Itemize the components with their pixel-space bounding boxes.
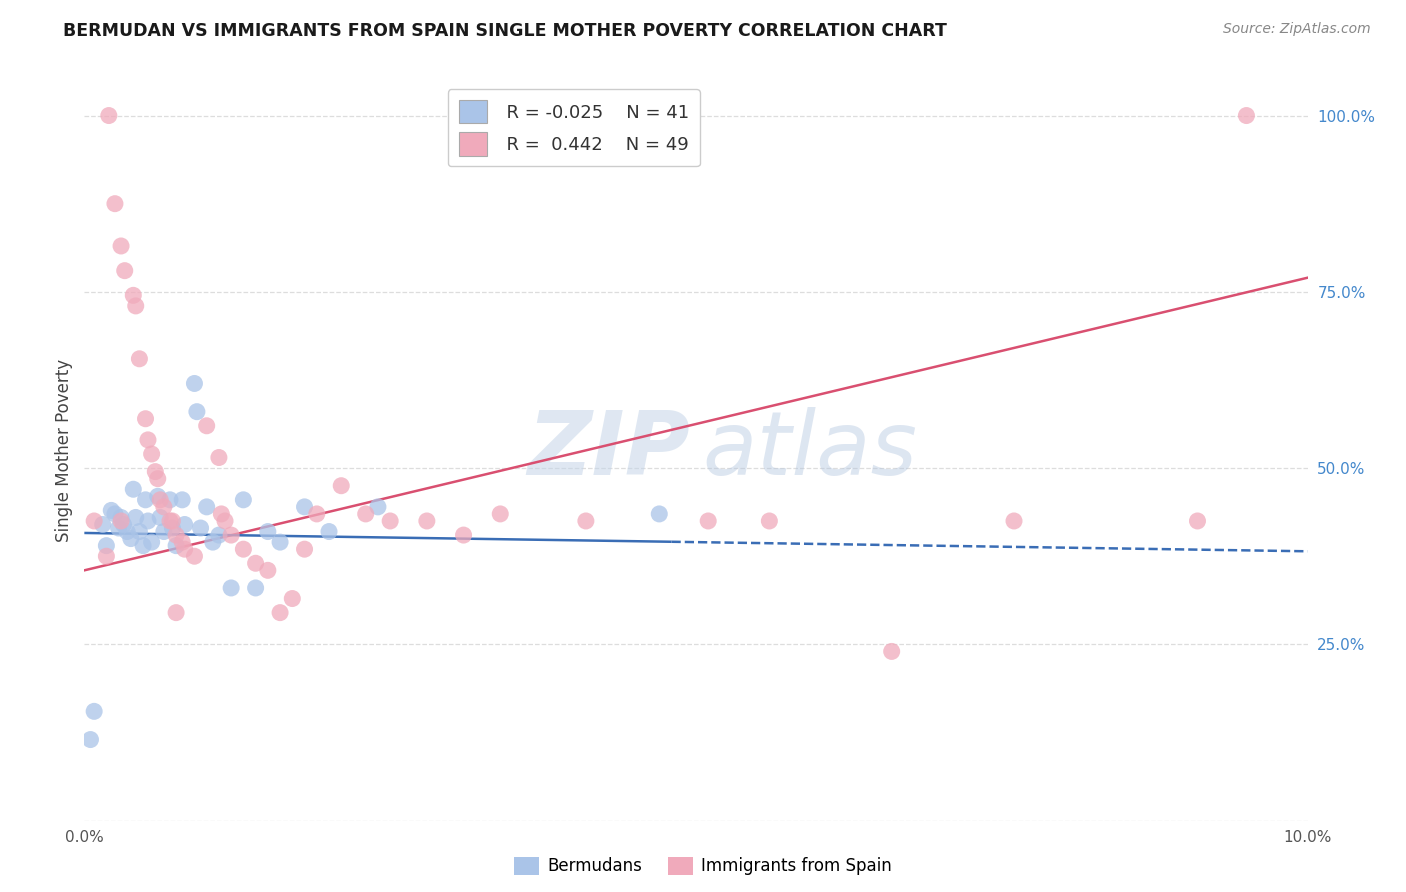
Point: [232, 492, 254, 507]
Point: [143, 465, 166, 479]
Point: [269, 535, 291, 549]
Point: [195, 418, 218, 433]
Point: [416, 514, 439, 528]
Point: [83, 514, 105, 528]
Point: [153, 524, 176, 539]
Point: [354, 507, 377, 521]
Point: [880, 644, 903, 658]
Point: [183, 376, 205, 391]
Point: [120, 532, 142, 546]
Point: [453, 528, 475, 542]
Point: [96, 539, 118, 553]
Point: [132, 539, 155, 553]
Point: [122, 288, 145, 302]
Point: [173, 542, 195, 557]
Point: [110, 514, 132, 528]
Point: [165, 539, 187, 553]
Point: [165, 528, 187, 542]
Point: [648, 507, 671, 521]
Point: [1002, 514, 1025, 528]
Point: [79, 732, 101, 747]
Point: [367, 500, 389, 514]
Point: [380, 514, 402, 528]
Point: [146, 489, 169, 503]
Point: [195, 500, 218, 514]
Point: [114, 263, 136, 277]
Point: [190, 521, 212, 535]
Point: [294, 542, 316, 557]
Point: [112, 517, 135, 532]
Legend: Bermudans, Immigrants from Spain: Bermudans, Immigrants from Spain: [508, 850, 898, 882]
Point: [575, 514, 598, 528]
Point: [91, 517, 114, 532]
Point: [172, 535, 194, 549]
Point: [125, 510, 148, 524]
Point: [294, 500, 316, 514]
Text: atlas: atlas: [702, 408, 917, 493]
Point: [149, 492, 172, 507]
Y-axis label: Single Mother Poverty: Single Mother Poverty: [55, 359, 73, 542]
Point: [153, 500, 176, 514]
Point: [219, 528, 242, 542]
Point: [146, 472, 169, 486]
Point: [697, 514, 720, 528]
Point: [186, 405, 208, 419]
Point: [141, 535, 163, 549]
Point: [257, 563, 280, 577]
Point: [136, 433, 159, 447]
Point: [162, 514, 184, 528]
Point: [245, 556, 267, 570]
Point: [141, 447, 163, 461]
Point: [257, 524, 280, 539]
Point: [281, 591, 304, 606]
Point: [115, 524, 138, 539]
Point: [110, 510, 132, 524]
Point: [128, 351, 150, 366]
Point: [208, 450, 231, 465]
Point: [208, 528, 231, 542]
Point: [122, 482, 145, 496]
Point: [209, 507, 232, 521]
Point: [489, 507, 512, 521]
Point: [125, 299, 148, 313]
Point: [245, 581, 267, 595]
Point: [330, 479, 353, 493]
Point: [318, 524, 340, 539]
Point: [149, 510, 172, 524]
Point: [135, 492, 157, 507]
Point: [159, 492, 181, 507]
Point: [1236, 109, 1258, 123]
Point: [136, 514, 159, 528]
Point: [1187, 514, 1209, 528]
Point: [104, 196, 127, 211]
Point: [83, 704, 105, 718]
Point: [128, 524, 150, 539]
Text: Source: ZipAtlas.com: Source: ZipAtlas.com: [1223, 22, 1371, 37]
Point: [219, 581, 242, 595]
Point: [183, 549, 205, 564]
Point: [305, 507, 328, 521]
Point: [159, 514, 181, 528]
Point: [232, 542, 254, 557]
Point: [758, 514, 780, 528]
Point: [201, 535, 224, 549]
Point: [96, 549, 118, 564]
Point: [110, 239, 132, 253]
Point: [269, 606, 291, 620]
Point: [162, 521, 184, 535]
Point: [214, 514, 236, 528]
Point: [107, 521, 129, 535]
Text: ZIP: ZIP: [527, 407, 690, 494]
Point: [165, 606, 187, 620]
Point: [104, 507, 127, 521]
Text: BERMUDAN VS IMMIGRANTS FROM SPAIN SINGLE MOTHER POVERTY CORRELATION CHART: BERMUDAN VS IMMIGRANTS FROM SPAIN SINGLE…: [63, 22, 948, 40]
Point: [172, 492, 194, 507]
Point: [100, 503, 122, 517]
Legend:   R = -0.025    N = 41,   R =  0.442    N = 49: R = -0.025 N = 41, R = 0.442 N = 49: [447, 89, 700, 167]
Point: [97, 109, 120, 123]
Point: [135, 411, 157, 425]
Point: [173, 517, 195, 532]
